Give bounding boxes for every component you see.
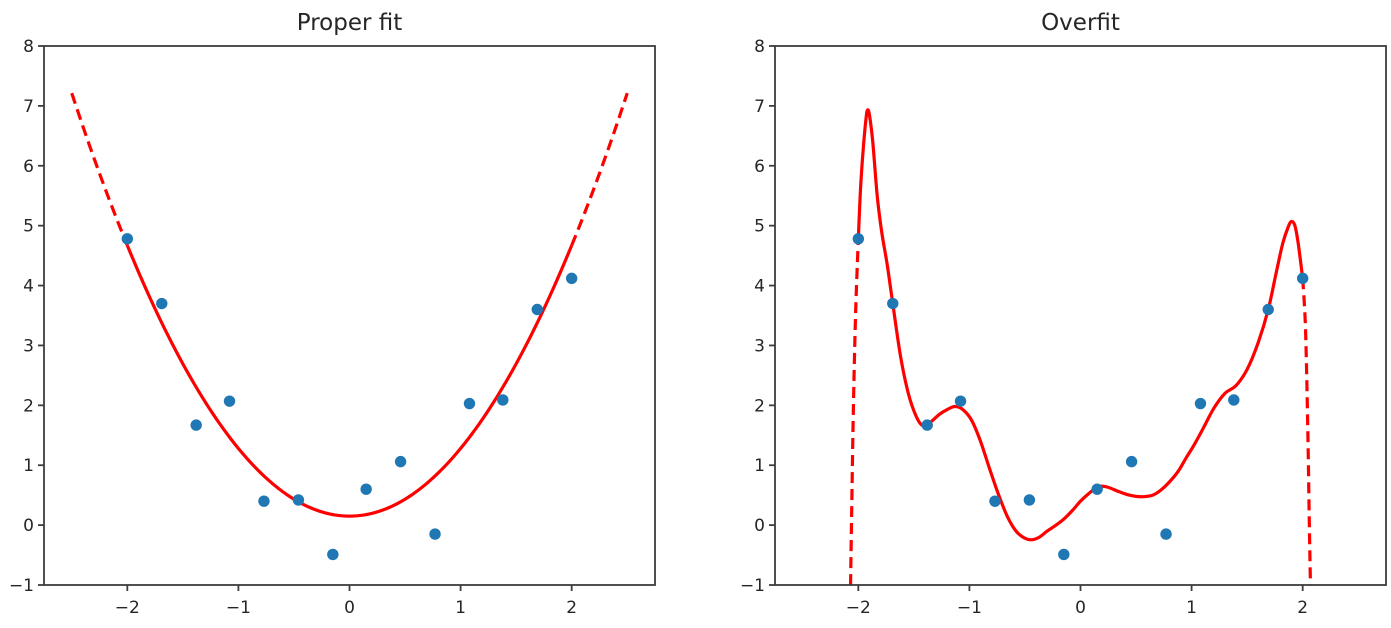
- scatter-point: [190, 419, 202, 431]
- scatter-point: [1125, 455, 1138, 468]
- x-tick-label: −2: [115, 598, 140, 618]
- y-tick-label: 8: [754, 37, 765, 57]
- y-tick-label: 8: [23, 37, 34, 57]
- scatter-point: [292, 494, 305, 506]
- scatter-point: [1262, 303, 1274, 316]
- overfit-curve-solid: [856, 108, 1305, 542]
- y-tick-label: 3: [23, 336, 34, 356]
- fit-curve-dashed-left: [70, 92, 129, 247]
- scatter-point: [327, 548, 339, 561]
- scatter-point: [1194, 397, 1207, 410]
- axes-box: [774, 45, 1387, 586]
- y-tick-label: 1: [754, 456, 765, 476]
- y-tick-label: 4: [754, 277, 765, 297]
- y-tick-label: 1: [23, 456, 34, 476]
- x-tick-label: 1: [455, 598, 466, 618]
- x-tick-label: 2: [566, 598, 577, 618]
- scatter-point: [1058, 548, 1070, 561]
- y-tick-label: 3: [754, 336, 765, 356]
- fit-curve-dashed-right: [570, 92, 629, 247]
- scatter-point: [1160, 528, 1172, 540]
- y-tick-label: 0: [754, 516, 765, 536]
- y-tick-label: −1: [740, 576, 765, 596]
- y-tick-label: 5: [754, 217, 765, 237]
- scatter-point: [121, 233, 134, 245]
- y-tick-label: 4: [23, 277, 34, 297]
- scatter-point: [887, 297, 899, 310]
- x-tick-label: −1: [226, 598, 251, 618]
- scatter-point: [429, 528, 441, 540]
- scatter-point: [852, 233, 865, 245]
- scatter-point: [1023, 494, 1036, 506]
- x-tick-label: 2: [1297, 598, 1308, 618]
- overfit-subplot: Overfit −2 −1 0 1 2 −1 0 1 2 3 4 5 6 7 8: [740, 10, 1387, 618]
- y-tick-label: 2: [23, 396, 34, 416]
- y-tick-label: 7: [23, 97, 34, 117]
- scatter-point: [1091, 483, 1103, 495]
- plot-title: Overfit: [1041, 10, 1120, 36]
- plot-area: [70, 92, 629, 561]
- x-tick-label: −1: [957, 598, 982, 618]
- fit-curve-solid: [125, 244, 574, 518]
- scatter-point: [156, 297, 168, 310]
- y-tick-label: 7: [754, 97, 765, 117]
- scatter-point: [223, 395, 236, 407]
- x-tick-label: 1: [1186, 598, 1197, 618]
- x-tick-label: 0: [1075, 598, 1086, 618]
- scatter-point: [394, 455, 407, 468]
- y-tick-label: 6: [754, 157, 765, 177]
- x-tick-label: −2: [846, 598, 871, 618]
- scatter-point: [565, 272, 578, 285]
- scatter-point: [1296, 272, 1309, 285]
- plot-title: Proper fit: [297, 10, 403, 36]
- y-tick-label: 5: [23, 217, 34, 237]
- scatter-point: [921, 419, 933, 431]
- scatter-point: [1228, 394, 1240, 406]
- y-tick-label: 0: [23, 516, 34, 536]
- overfit-curve-dashed-right: [1301, 278, 1313, 585]
- scatter-point: [497, 394, 509, 406]
- scatter-point: [463, 397, 476, 410]
- scatter-point: [258, 495, 270, 507]
- y-tick-label: −1: [9, 576, 34, 596]
- x-tick-label: 0: [344, 598, 355, 618]
- scatter-point: [954, 395, 967, 407]
- scatter-point: [989, 495, 1001, 507]
- scatter-point: [531, 303, 543, 316]
- axes-box: [43, 45, 656, 586]
- overfit-curve-dashed-left: [848, 238, 860, 585]
- proper-fit-subplot: Proper fit −2 −1 0 1 2 −1 0 1 2 3 4 5 6 7 8: [9, 10, 656, 618]
- plot-area: [848, 108, 1313, 585]
- scatter-point: [360, 483, 372, 495]
- y-tick-label: 2: [754, 396, 765, 416]
- y-tick-label: 6: [23, 157, 34, 177]
